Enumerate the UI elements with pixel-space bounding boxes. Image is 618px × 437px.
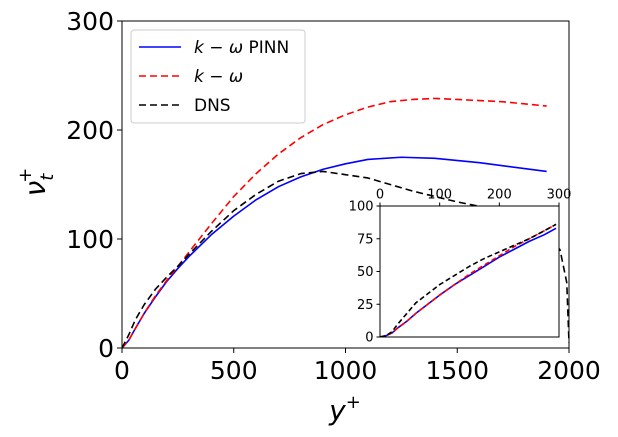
legend-label-k-pinn: k − ω PINN (194, 38, 289, 58)
main-y-tick-label: 0 (98, 334, 114, 363)
inset-series-k (380, 223, 557, 337)
inset-y-tick-label: 25 (357, 298, 374, 313)
inset-x-tick-label: 100 (427, 188, 452, 203)
y-axis-title: νt+ (15, 168, 58, 197)
inset-y-ticks: 0 25 50 75 100 (349, 200, 380, 346)
main-x-tick-label: 0 (114, 356, 130, 385)
main-y-tick-label: 200 (66, 116, 114, 145)
inset-x-tick-label: 0 (376, 188, 384, 203)
main-x-tick-label: 1500 (425, 356, 489, 385)
inset-y-tick-label: 100 (349, 200, 374, 215)
inset-background (380, 206, 559, 337)
inset-x-tick-label: 300 (547, 188, 572, 203)
legend-label-dns: DNS (194, 96, 231, 116)
y-axis-title-sup: + (15, 168, 36, 183)
inset-y-tick-label: 75 (357, 232, 374, 247)
legend-label-text: PINN (243, 38, 289, 58)
legend-box (130, 29, 306, 124)
x-axis-title-main: y (328, 394, 346, 427)
inset-series-dns (380, 223, 557, 337)
inset-x-tick-label: 200 (487, 188, 512, 203)
x-axis-title: y+ (328, 392, 361, 427)
legend-label-text: DNS (194, 96, 231, 116)
y-axis-title-main: ν (19, 181, 52, 197)
x-axis-title-sup: + (346, 392, 361, 413)
y-axis-title-sub: t (37, 173, 58, 181)
inset-y-tick-label: 50 (357, 265, 374, 280)
main-y-ticks: 0 100 200 300 (66, 7, 122, 363)
main-x-ticks: 0 500 1000 1500 2000 (114, 348, 601, 385)
main-y-tick-label: 300 (66, 7, 114, 36)
main-y-tick-label: 100 (66, 225, 114, 254)
legend-label-k: k − ω (194, 67, 243, 87)
legend-label-math: k − ω (194, 38, 243, 58)
inset-series-lines (380, 223, 557, 337)
main-x-tick-label: 2000 (537, 356, 601, 385)
legend-label-math: k − ω (194, 67, 243, 87)
inset-y-tick-label: 0 (365, 331, 373, 346)
main-x-tick-label: 500 (210, 356, 258, 385)
svg-text:νt+: νt+ (15, 168, 58, 197)
main-series-k (122, 97, 547, 348)
inset-x-ticks: 0 100 200 300 (376, 188, 572, 206)
main-x-tick-label: 1000 (314, 356, 378, 385)
